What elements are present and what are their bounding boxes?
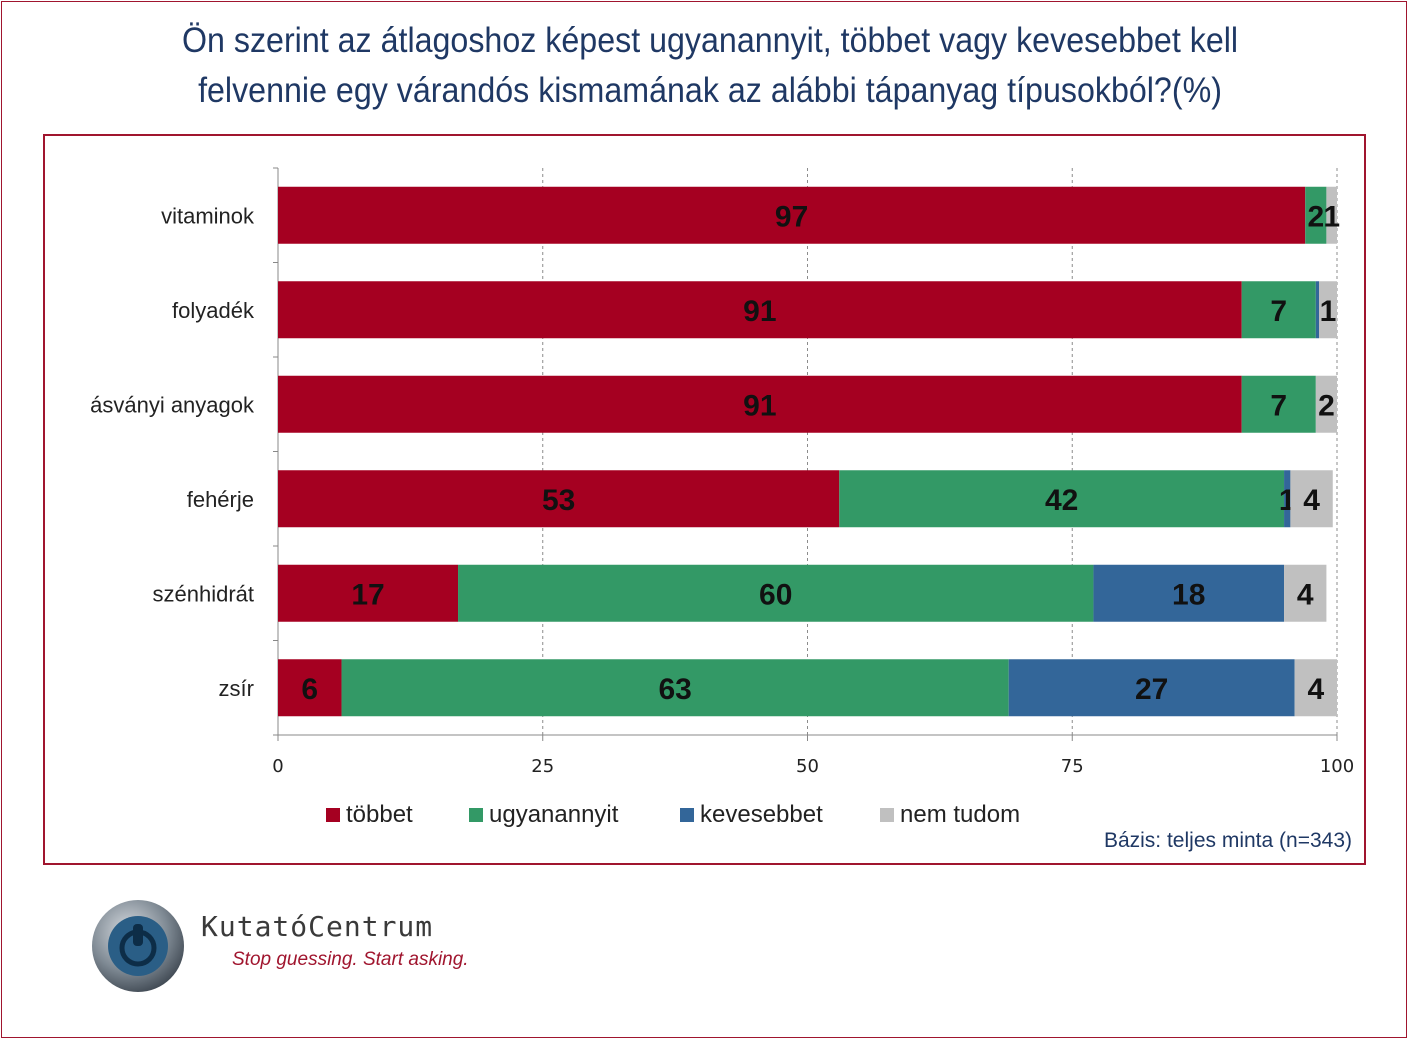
bar-segment [1315,375,1337,433]
legend-label: nem tudom [900,801,1021,828]
bar-segment [1294,659,1337,717]
x-tick-label: 50 [796,756,819,777]
data-label: 4 [1297,578,1314,611]
x-tick-label: 0 [272,756,283,777]
bar-segment [278,564,459,622]
data-label: 18 [1172,578,1205,611]
legend-item: többet [326,801,413,829]
bar-segment [1008,659,1295,717]
title-line-1: Ön szerint az átlagoshoz képest ugyanann… [181,21,1239,60]
data-label: 27 [1135,673,1168,706]
category-label: ásványi anyagok [90,392,255,417]
data-label: 7 [1270,295,1287,328]
category-label: fehérje [187,487,254,512]
legend-item: kevesebbet [680,801,823,829]
bar-segment [839,470,1285,528]
legend-label: többet [346,801,413,828]
category-label: folyadék [172,298,255,323]
data-label: 17 [351,578,384,611]
bar-segment [1318,281,1337,339]
legend-label: kevesebbet [700,801,823,828]
data-label: 2 [1318,389,1335,422]
data-label: 4 [1303,484,1320,517]
bar-segment [341,659,1009,717]
data-label: 4 [1307,673,1324,706]
category-label: zsír [219,676,254,701]
data-label: 97 [775,200,808,233]
data-label: 60 [759,578,792,611]
data-label: 91 [743,295,776,328]
legend-swatch [326,808,340,822]
bar-segment [1284,470,1291,528]
category-label: vitaminok [161,203,255,228]
legend-swatch [469,808,483,822]
x-tick-label: 25 [531,756,554,777]
data-label: 91 [743,389,776,422]
data-label: 42 [1045,484,1078,517]
title-line-2: felvennie egy várandós kismamának az alá… [198,71,1222,110]
bar-segment [278,470,840,528]
data-label: 53 [542,484,575,517]
legend-swatch [880,808,894,822]
data-label: 63 [658,673,691,706]
data-label: 6 [301,673,318,706]
bar-segment [278,375,1242,433]
power-button-icon [92,900,184,992]
bar-segment [1241,375,1316,433]
bar-segment [1093,564,1285,622]
bar-segment [1315,281,1319,339]
bar-segment [458,564,1094,622]
category-label: szénhidrát [152,581,254,606]
x-tick-label: 75 [1061,756,1084,777]
bar-segment [278,659,342,717]
logo [92,900,184,992]
bar-segment [1290,470,1333,528]
bar-segment [1326,186,1337,244]
data-label: 1 [1323,200,1340,233]
legend-item: nem tudom [880,801,1020,829]
legend-label: ugyanannyit [489,801,619,828]
bar-segment [278,281,1242,339]
logo-tagline: Stop guessing. Start asking. [232,949,469,970]
base-note: Bázis: teljes minta (n=343) [1103,829,1352,852]
legend-swatch [680,808,694,822]
bar-segment [1305,186,1327,244]
bar-segment [1284,564,1327,622]
data-label: 7 [1270,389,1287,422]
legend-item: ugyanannyit [469,801,618,829]
legend: többet ugyanannyit kevesebbet nem tudom [0,801,1410,833]
bar-segment [1241,281,1316,339]
bar-segment [278,186,1306,244]
chart-frame [43,134,1366,865]
data-label: 1 [1320,295,1337,328]
logo-name: KutatóCentrum [201,910,434,943]
data-label: 2 [1307,200,1324,233]
chart-title: Ön szerint az átlagoshoz képest ugyanann… [75,16,1345,116]
x-tick-label: 100 [1320,756,1354,777]
